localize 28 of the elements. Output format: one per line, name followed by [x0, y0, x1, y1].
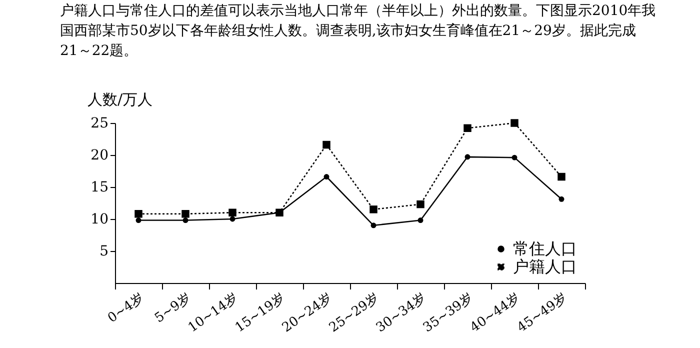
point [558, 196, 564, 202]
point [464, 124, 472, 132]
point [464, 154, 470, 160]
point [510, 119, 518, 127]
x-tick-label: 0~4岁 [105, 290, 148, 326]
point [182, 210, 190, 218]
point [228, 208, 236, 216]
y-axis-title: 人数/万人 [88, 90, 153, 108]
legend-label: 常住人口 [513, 239, 577, 258]
chart-title: 户籍人口与常住人口的差值可以表示当地人口常年（半年以上）外出的数量。下图显示2010年我国西部某市50岁以下各年龄组女性人数。调查表明,该市妇女生育峰值在21～29岁。据此完成21～22题。 [60, 3, 656, 59]
y-tick-label: 25 [90, 116, 108, 132]
legend-label: 户籍人口 [513, 257, 577, 276]
point [182, 218, 188, 224]
point [136, 218, 142, 224]
point [558, 172, 566, 181]
point [134, 210, 142, 218]
point [230, 216, 236, 222]
point [370, 206, 378, 214]
point [418, 218, 424, 224]
y-tick-label: 20 [90, 148, 108, 164]
point [324, 174, 330, 180]
y-tick-label: 10 [90, 212, 108, 228]
y-tick-label: 15 [90, 180, 108, 196]
point [416, 200, 424, 208]
point [512, 154, 518, 160]
y-tick-label: 5 [100, 244, 108, 260]
point [370, 222, 376, 228]
point [322, 140, 330, 149]
